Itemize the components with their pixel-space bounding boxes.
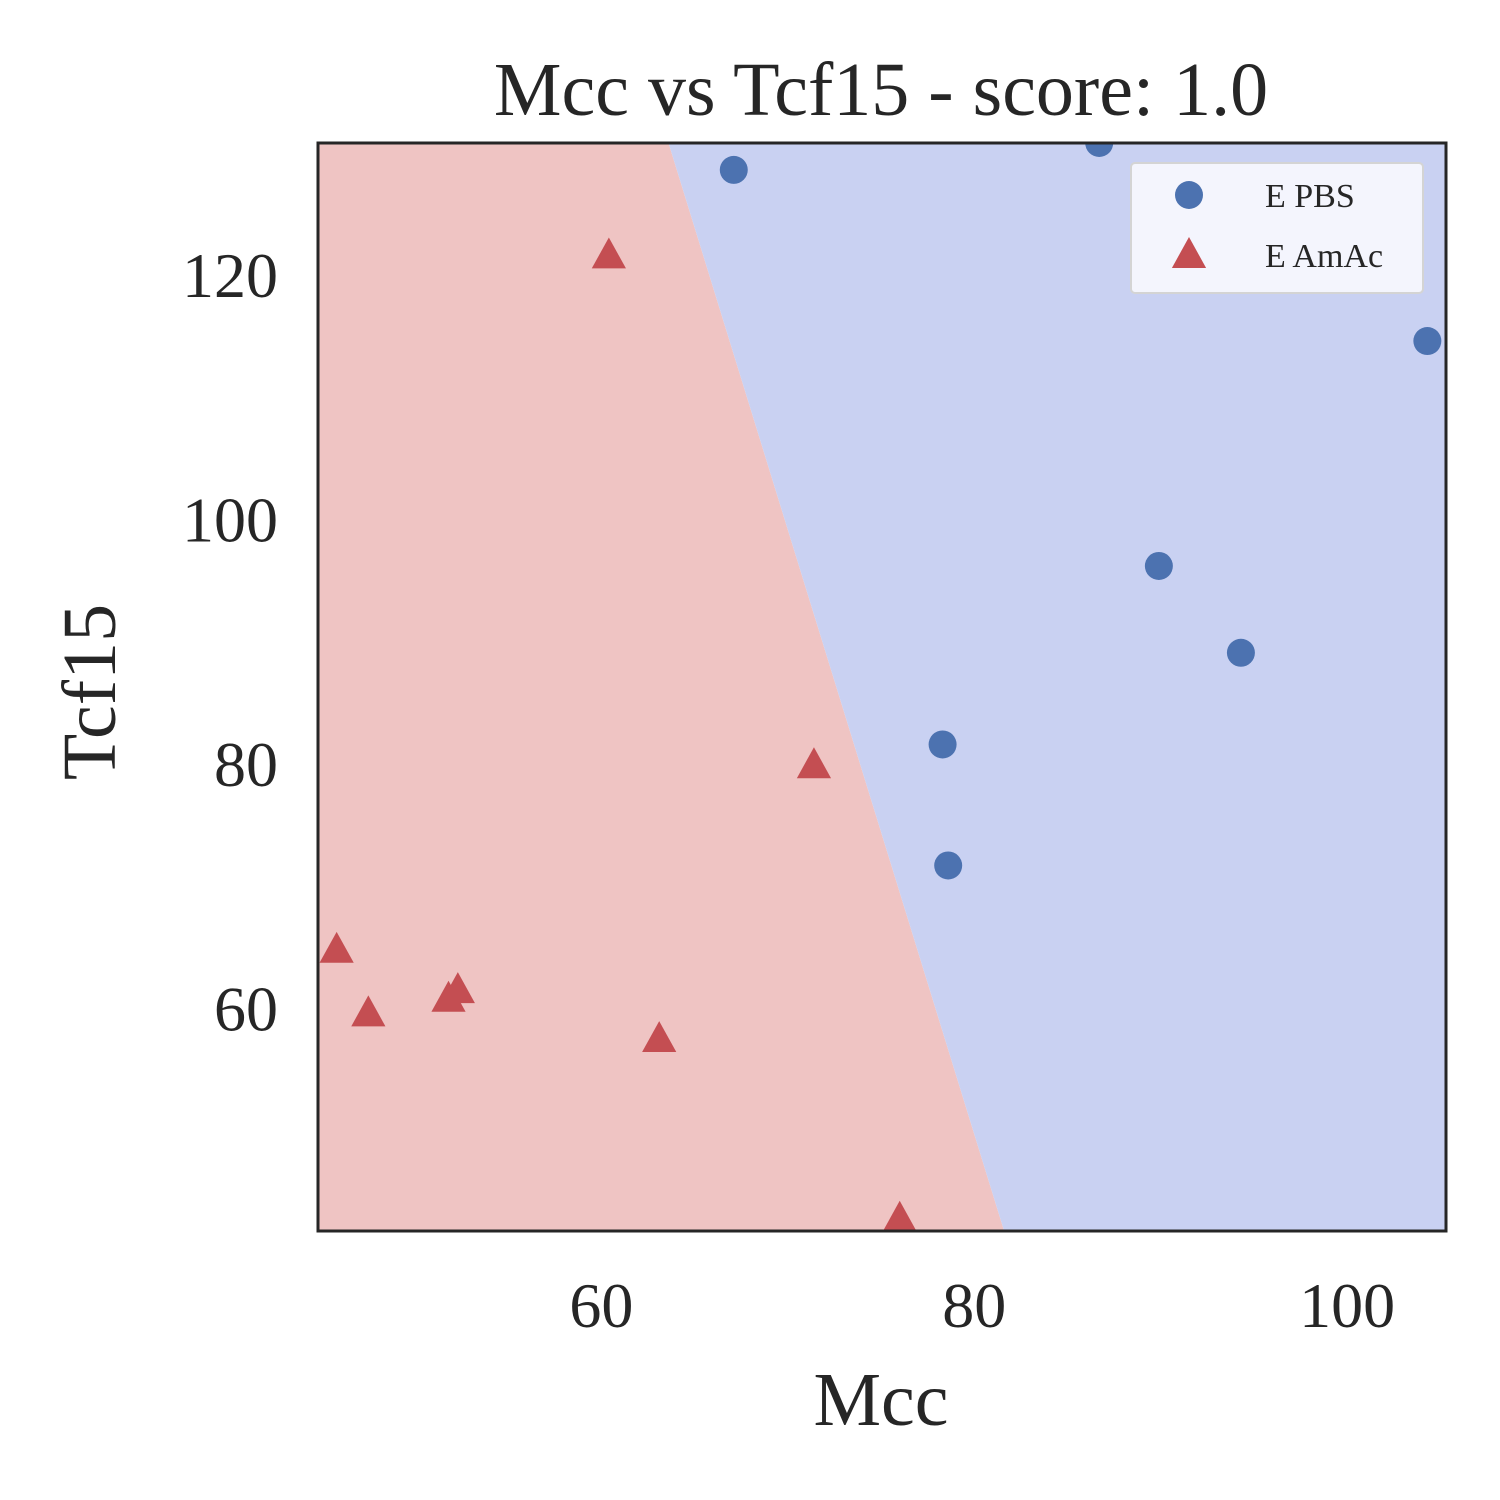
point-e-pbs — [928, 730, 957, 759]
point-e-pbs — [1226, 638, 1255, 667]
x-tick-labels: 60 80 100 — [569, 1270, 1395, 1341]
point-e-amac — [642, 1021, 677, 1053]
data-points — [319, 143, 1442, 1231]
chart-title: Mcc vs Tcf15 - score: 1.0 — [494, 48, 1268, 132]
point-e-amac — [319, 931, 354, 963]
point-e-pbs — [719, 155, 748, 184]
x-tick-label: 100 — [1299, 1270, 1395, 1341]
decision-regions — [318, 143, 1446, 1231]
y-tick-label: 60 — [214, 974, 278, 1045]
point-e-pbs — [1144, 551, 1173, 580]
point-e-pbs — [1085, 143, 1114, 157]
point-e-amac — [796, 747, 832, 779]
legend-entries: E PBS E AmAc — [1171, 178, 1383, 275]
point-e-amac — [591, 237, 626, 269]
legend-label: E PBS — [1265, 178, 1355, 215]
legend-marker-circle — [1175, 181, 1203, 209]
region-e-pbs — [668, 143, 1446, 1231]
point-e-pbs — [1413, 327, 1442, 356]
x-tick-label: 80 — [942, 1270, 1006, 1341]
y-tick-label: 80 — [214, 729, 278, 800]
legend-box — [1130, 162, 1424, 294]
y-axis-label: Tcf15 — [48, 604, 132, 780]
point-e-pbs — [934, 851, 963, 880]
legend-marker-triangle — [1171, 237, 1207, 268]
point-e-amac — [351, 995, 386, 1027]
legend: E PBS E AmAc — [1130, 162, 1424, 294]
x-tick-label: 60 — [569, 1270, 633, 1341]
plot-frame — [316, 141, 1448, 1233]
legend-label: E AmAc — [1265, 238, 1383, 275]
point-e-amac — [440, 972, 475, 1004]
x-axis-label: Mcc — [813, 1358, 948, 1442]
region-e-amac — [318, 143, 1005, 1231]
y-tick-label: 100 — [182, 485, 278, 556]
point-e-amac — [883, 1200, 917, 1231]
y-tick-labels: 60 80 100 120 — [182, 240, 278, 1044]
y-tick-label: 120 — [182, 240, 278, 311]
